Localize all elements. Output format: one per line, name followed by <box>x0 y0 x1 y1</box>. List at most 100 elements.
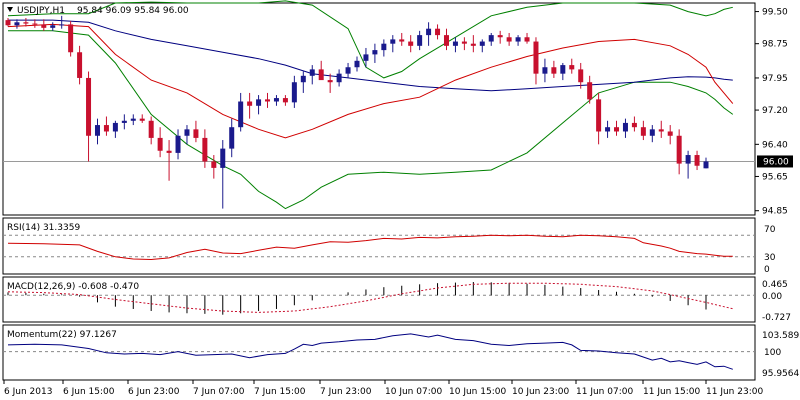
rsi-level-70: 70 <box>764 225 776 235</box>
time-tick-label: 11 Jun 23:00 <box>706 387 763 397</box>
candle-body-bullish <box>426 28 432 36</box>
price-axis: 99.50 98.75 97.95 97.20 96.40 95.65 94.85 <box>755 8 788 217</box>
candle-body-bearish <box>399 39 405 42</box>
price-panel: 99.50 98.75 97.95 97.20 96.40 95.65 94.85 USDJ… <box>2 0 793 217</box>
rsi-series-line <box>7 234 733 261</box>
candle-body-bearish <box>23 22 29 24</box>
momentum-label: Momentum(22) 97.1267 <box>7 330 117 340</box>
candle-body-bullish <box>354 60 360 68</box>
triangle-icon <box>7 7 13 12</box>
time-tick-label: 10 Jun 07:00 <box>385 387 442 397</box>
candle-body-bullish <box>50 25 56 28</box>
candle-body-bullish <box>130 118 136 121</box>
candle-body-bearish <box>193 129 199 138</box>
candle-body-bullish <box>112 122 118 132</box>
candle-body-bullish <box>479 41 485 46</box>
candle-body-bullish <box>622 122 628 132</box>
candle-body-bullish <box>59 24 65 26</box>
candle-body-bearish <box>5 20 11 26</box>
current-price-tag-bg <box>757 155 793 168</box>
time-tick-label: 10 Jun 15:00 <box>449 387 506 397</box>
rsi-label: RSI(14) 31.3359 <box>7 223 80 233</box>
candle-body-bullish <box>238 101 244 128</box>
candle-body-bearish <box>578 69 584 83</box>
candle-body-bearish <box>148 120 154 138</box>
candle-body-bullish <box>14 22 20 26</box>
candle-body-bearish <box>77 52 83 78</box>
price-tick-label: 97.95 <box>762 74 788 84</box>
candle-body-bullish <box>542 67 548 74</box>
bollinger-upper-line <box>7 0 733 79</box>
time-tick-label: 10 Jun 23:00 <box>512 387 569 397</box>
candle-body-bearish <box>596 99 602 132</box>
macd-level-top: 0.465 <box>762 280 788 290</box>
rsi-line <box>7 234 733 261</box>
price-header: USDJPY,H1 95.84 96.09 95.84 96.00 <box>7 6 189 16</box>
candle-body-bearish <box>435 28 441 36</box>
price-tick-label: 95.65 <box>762 172 788 182</box>
candle-body-bullish <box>703 161 709 169</box>
candle-body-bearish <box>318 69 324 81</box>
time-tick-label: 11 Jun 15:00 <box>643 387 700 397</box>
candle-body-bearish <box>68 24 74 53</box>
time-tick-label: 6 Jun 23:00 <box>128 387 180 397</box>
candle-body-bearish <box>694 155 700 166</box>
candle-body-bullish <box>649 129 655 136</box>
candle-body-bearish <box>587 82 593 100</box>
rsi-levels <box>3 234 755 258</box>
slow-moving-average-line <box>8 19 733 92</box>
candle-body-bullish <box>390 39 396 44</box>
candle-body-bullish <box>488 35 494 42</box>
candle-body-bullish <box>605 127 611 132</box>
current-price-tag-text: 96.00 <box>763 157 789 167</box>
macd-signal-line <box>7 282 733 313</box>
candle-body-bearish <box>166 150 172 153</box>
candle-body-bearish <box>658 129 664 132</box>
price-tick-label: 94.85 <box>762 207 788 217</box>
candle-body-bullish <box>184 129 190 136</box>
candle-body-bearish <box>640 127 646 136</box>
time-tick-label: 6 Jun 15:00 <box>63 387 115 397</box>
candle-body-bullish <box>94 125 100 136</box>
candle-body-bearish <box>569 65 575 70</box>
momentum-level-mid: 100 <box>764 348 781 358</box>
momentum-line <box>7 333 733 370</box>
macd-level-zero: 0.00 <box>762 292 782 302</box>
moving-averages <box>7 19 734 139</box>
candle-body-bearish <box>631 122 637 128</box>
candle-body-bearish <box>506 37 512 42</box>
price-tick-label: 99.50 <box>762 8 788 18</box>
momentum-level-top: 103.5893 <box>762 331 800 341</box>
price-tick-label: 97.20 <box>762 106 788 116</box>
candle-body-bullish <box>309 69 315 76</box>
candle-body-bullish <box>291 82 297 103</box>
ohlc-readout: 95.84 96.09 95.84 96.00 <box>77 6 189 16</box>
candle-body-bearish <box>157 137 163 151</box>
candle-body-bullish <box>300 75 306 83</box>
candle-body-bearish <box>497 35 503 38</box>
macd-panel: MACD(12,26,9) -0.608 -0.470 0.465 0.00 -… <box>2 276 791 323</box>
price-tick-label: 96.40 <box>762 140 788 150</box>
candle-body-bearish <box>265 99 271 102</box>
candle-body-bullish <box>363 54 369 61</box>
candle-body-bearish <box>202 137 208 162</box>
candle-body-bearish <box>86 77 92 136</box>
time-tick-label: 11 Jun 07:00 <box>576 387 633 397</box>
candle-body-bearish <box>461 41 467 44</box>
time-tick-label: 7 Jun 23:00 <box>320 387 372 397</box>
candle-body-bullish <box>336 73 342 83</box>
candle-body-bearish <box>327 80 333 83</box>
time-tick-label: 7 Jun 07:00 <box>193 387 245 397</box>
candle-body-bullish <box>560 65 566 74</box>
candle-body-bearish <box>551 67 557 74</box>
candle-body-bearish <box>533 41 539 74</box>
candle-body-bearish <box>282 98 288 103</box>
momentum-panel-frame <box>2 324 756 381</box>
macd-histogram <box>7 282 707 315</box>
candle-body-bearish <box>667 131 673 136</box>
macd-level-bottom: -0.727 <box>762 313 791 323</box>
time-tick-label: 6 Jun 2013 <box>4 387 52 397</box>
price-panel-frame <box>2 2 756 216</box>
momentum-level-bottom: 95.9564 <box>762 369 799 379</box>
